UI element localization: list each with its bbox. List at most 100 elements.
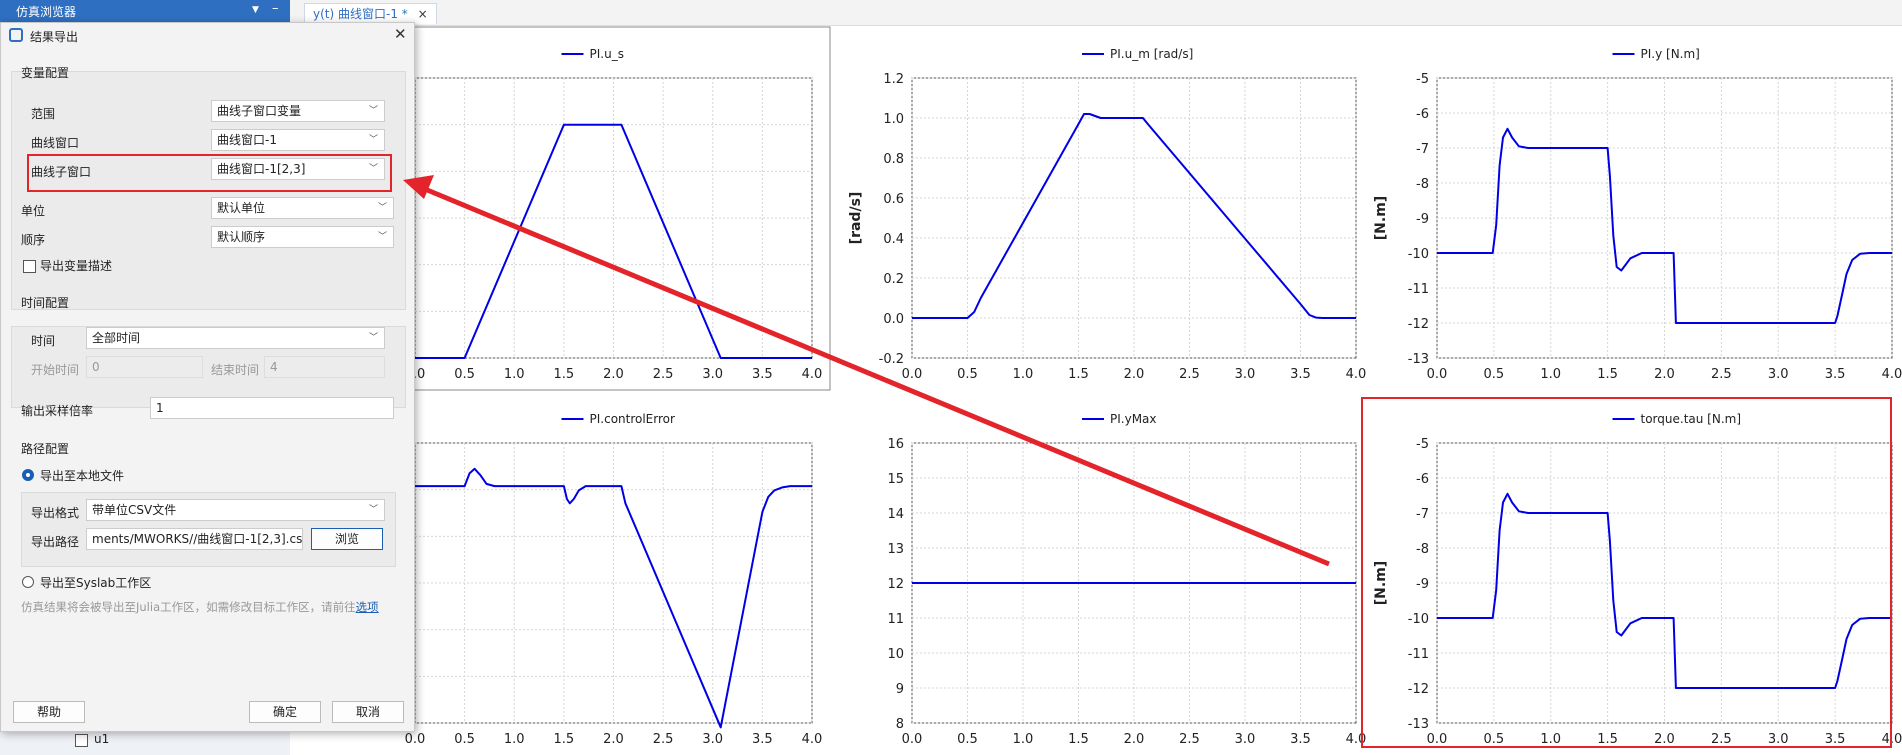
export-local-label: 导出至本地文件 [40,469,125,483]
ok-button[interactable]: 确定 [249,701,321,723]
options-link[interactable]: 选项 [355,600,379,614]
x-tick-label: 2.5 [1711,732,1732,747]
y-tick-label: 12 [887,577,904,592]
x-tick-label: 0.5 [957,732,978,747]
cube-icon [9,28,23,42]
scope-label: 范围 [31,107,56,121]
x-tick-label: 3.5 [752,367,773,382]
x-tick-label: 2.0 [603,732,624,747]
y-tick-label: -10 [1408,612,1429,627]
order-select[interactable]: 默认顺序 ﹀ [211,226,394,248]
plot-window-value: 曲线窗口-1 [217,133,277,147]
x-tick-label: 1.0 [504,732,525,747]
scope-select[interactable]: 曲线子窗口变量 ﹀ [211,100,385,122]
x-tick-label: 4.0 [802,367,823,382]
x-tick-label: 3.0 [1235,367,1256,382]
x-tick-label: 2.0 [1124,367,1145,382]
chart-title: PI.u_m [rad/s] [1110,47,1193,61]
chevron-down-icon[interactable]: ▼ [252,5,259,15]
close-tab-icon[interactable]: × [417,7,428,21]
x-tick-label: 0.5 [1484,367,1505,382]
variable-checkbox[interactable] [75,734,88,747]
y-tick-label: 0.2 [883,272,904,287]
x-tick-label: 3.0 [702,732,723,747]
y-tick-label: -7 [1416,507,1429,522]
x-tick-label: 1.5 [1597,732,1618,747]
x-tick-label: 1.0 [1540,367,1561,382]
x-tick-label: 3.5 [1290,732,1311,747]
cancel-button[interactable]: 取消 [332,701,404,723]
x-tick-label: 3.5 [752,732,773,747]
export-description-checkbox[interactable] [23,260,36,273]
simulation-browser-title: 仿真浏览器 [16,5,77,19]
tab-bar: y(t) 曲线窗口-1 * × [290,0,1902,26]
path-field[interactable]: ments/MWORKS//曲线窗口-1[2,3].csv [86,528,303,550]
plot-tab-label: y(t) 曲线窗口-1 * [313,7,408,21]
time-config-title: 时间配置 [21,296,70,310]
plot-window-select[interactable]: 曲线窗口-1 ﹀ [211,129,385,151]
tab-plot-window[interactable]: y(t) 曲线窗口-1 * × [304,3,437,24]
y-tick-label: 15 [887,472,904,487]
x-tick-label: 0.0 [902,732,923,747]
time-value: 全部时间 [92,331,141,345]
x-tick-label: 1.0 [1540,732,1561,747]
browse-button[interactable]: 浏览 [311,528,383,550]
path-config-title: 路径配置 [21,442,70,456]
x-tick-label: 1.0 [1013,367,1034,382]
order-label: 顺序 [21,233,46,247]
dialog-title: 结果导出 [30,30,79,44]
x-tick-label: 0.5 [957,367,978,382]
x-tick-label: 1.5 [1068,367,1089,382]
y-tick-label: -5 [1416,437,1429,452]
y-axis-label: [N.m] [1373,561,1389,605]
chart-title: PI.controlError [590,412,676,426]
y-tick-label: -10 [1408,247,1429,262]
x-tick-label: 2.0 [1654,367,1675,382]
help-button[interactable]: 帮助 [13,701,85,723]
end-time-label: 结束时间 [211,363,260,377]
export-note: 仿真结果将会被导出至Julia工作区，如需修改目标工作区，请前往选项 [21,599,379,615]
x-tick-label: 3.5 [1290,367,1311,382]
x-tick-label: 2.0 [603,367,624,382]
x-tick-label: 1.5 [554,732,575,747]
x-tick-label: 0.0 [405,732,426,747]
time-select[interactable]: 全部时间 ﹀ [86,327,385,349]
x-tick-label: 3.0 [1235,732,1256,747]
y-tick-label: -12 [1408,682,1429,697]
unit-select[interactable]: 默认单位 ﹀ [211,197,394,219]
y-tick-label: -8 [1416,177,1429,192]
y-tick-label: 0.0 [883,312,904,327]
end-time-field: 4 [264,356,385,378]
chart-title: PI.u_s [590,47,624,61]
sample-rate-field[interactable]: 1 [150,397,394,419]
export-description-label: 导出变量描述 [40,259,113,273]
y-tick-label: 11 [887,612,904,627]
x-tick-label: 2.5 [1179,367,1200,382]
chevron-down-icon: ﹀ [368,505,378,515]
export-local-radio[interactable] [22,469,34,481]
start-time-label: 开始时间 [31,363,80,377]
y-tick-label: -11 [1408,282,1429,297]
x-tick-label: 0.0 [1427,367,1448,382]
y-tick-label: -5 [1416,72,1429,87]
y-tick-label: -13 [1408,717,1429,732]
x-tick-label: 4.0 [802,732,823,747]
y-axis-label: [N.m] [1373,196,1389,240]
minimize-icon[interactable]: – [272,1,279,16]
y-tick-label: 0.6 [883,192,904,207]
y-tick-label: -9 [1416,577,1429,592]
x-tick-label: 3.0 [1768,732,1789,747]
format-select[interactable]: 带单位CSV文件 ﹀ [86,499,385,521]
close-icon[interactable]: ✕ [394,25,407,43]
y-tick-label: -9 [1416,212,1429,227]
y-tick-label: -12 [1408,317,1429,332]
y-tick-label: 8 [896,717,904,732]
x-tick-label: 1.0 [504,367,525,382]
y-tick-label: 14 [887,507,904,522]
y-tick-label: 0.4 [883,232,904,247]
x-tick-label: 0.5 [454,732,475,747]
subwindow-select[interactable]: 曲线窗口-1[2,3] ﹀ [211,158,385,180]
y-tick-label: -13 [1408,352,1429,367]
export-syslab-radio[interactable] [22,576,34,588]
x-tick-label: 2.5 [1179,732,1200,747]
